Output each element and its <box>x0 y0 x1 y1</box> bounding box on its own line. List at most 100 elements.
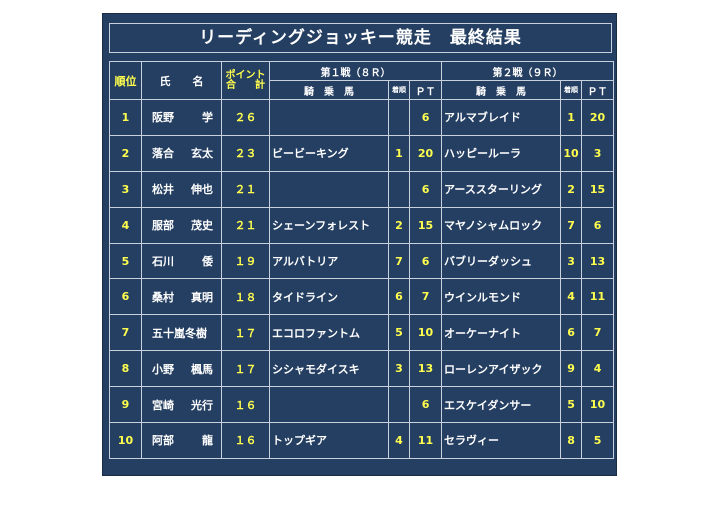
rank-cell: 3 <box>109 170 142 208</box>
race1-pt-cell: 6 <box>408 170 443 208</box>
header-name-a: 氏 <box>159 74 171 88</box>
jockey-name-cell: 阿部 龍 <box>141 422 222 459</box>
race2-finish-cell: 4 <box>560 278 583 316</box>
jockey-name-cell: 阪野 学 <box>141 99 222 136</box>
jockey-first-name: 茂史 <box>191 219 213 233</box>
jockey-first-name: 真明 <box>191 290 213 304</box>
rank-cell: 2 <box>109 134 142 172</box>
jockey-last-name: 石川 <box>152 255 174 268</box>
jockey-name-cell: 桑村 真明 <box>141 278 222 316</box>
race2-pt-cell: 13 <box>581 242 615 280</box>
race2-pt-cell: 20 <box>581 99 615 136</box>
rank-cell: 1 <box>109 99 142 136</box>
total-points-cell: １６ <box>221 422 270 459</box>
table-row: 7 五十嵐冬樹 １７ エコロファントム 5 10 オーケーナイト 6 7 <box>109 314 615 352</box>
race1-finish-cell: 6 <box>388 278 410 316</box>
total-points-cell: ２６ <box>221 99 270 136</box>
race2-pt-cell: 15 <box>581 170 615 208</box>
jockey-last-name: 松井 <box>152 183 174 197</box>
race1-horse-cell: エコロファントム <box>269 314 389 352</box>
race1-horse-cell: シシャモダイスキ <box>269 350 389 388</box>
race1-finish-cell: 5 <box>388 314 410 352</box>
race1-pt-cell: 15 <box>408 206 443 244</box>
total-points-cell: １７ <box>221 350 270 388</box>
race2-pt-cell: 5 <box>581 422 615 459</box>
race1-pt-cell: 11 <box>408 422 443 459</box>
race1-horse-cell: シェーンフォレスト <box>269 206 389 244</box>
table-row: 2 落合 玄太 ２３ ビービーキング 1 20 ハッピールーラ 10 3 <box>109 134 615 172</box>
jockey-last-name: 小野 <box>152 362 174 376</box>
rank-cell: 6 <box>109 278 142 316</box>
race2-horse-cell: マヤノシャムロック <box>441 206 562 244</box>
header-name: 氏 名 <box>141 61 222 100</box>
race2-pt-cell: 3 <box>581 134 615 172</box>
table-row: 3 松井 伸也 ２１ 6 アーススターリング 2 15 <box>109 170 615 208</box>
jockey-name-cell: 小野 楓馬 <box>141 350 222 388</box>
race2-pt-cell: 4 <box>581 350 615 388</box>
jockey-last-name: 落合 <box>152 147 174 161</box>
table-row: 1 阪野学 ２６ 6 アルマブレイド 1 20 <box>109 99 615 136</box>
rank-cell: 7 <box>109 314 142 352</box>
race1-pt-cell: 6 <box>408 386 443 424</box>
jockey-first-name: 楓馬 <box>191 362 213 376</box>
total-points-cell: ２１ <box>221 206 270 244</box>
race1-horse-cell: タイドライン <box>269 278 389 316</box>
race2-finish-cell: 3 <box>560 242 583 280</box>
jockey-last-name: 阿部 <box>152 434 174 448</box>
race1-finish-cell <box>388 99 410 136</box>
header-points-b1: 合 <box>226 79 236 91</box>
race2-pt-cell: 6 <box>581 206 615 244</box>
jockey-first-name: 光行 <box>191 398 213 412</box>
race1-pt-cell: 13 <box>408 350 443 388</box>
race2-finish-cell: 8 <box>560 422 583 459</box>
total-points-cell: ２３ <box>221 134 270 172</box>
header-points: ポイント 合 計 <box>221 61 270 100</box>
race1-finish-cell: 7 <box>388 242 410 280</box>
header-race2-pt: ＰＴ <box>581 80 615 100</box>
race2-horse-cell: エスケイダンサー <box>441 386 562 424</box>
jockey-name-cell: 服部 茂史 <box>141 206 222 244</box>
race2-horse-cell: ハッピールーラ <box>441 134 562 172</box>
jockey-name-cell: 落合 玄太 <box>141 134 222 172</box>
jockey-first-name: 倭 <box>202 255 213 268</box>
header-race2-horse: 騎 乗 馬 <box>441 80 562 100</box>
total-points-cell: １９ <box>221 242 270 280</box>
jockey-name-cell: 宮崎 光行 <box>141 386 222 424</box>
board-title: リーディングジョッキー競走 最終結果 <box>109 23 612 53</box>
header-points-b2: 計 <box>255 79 265 91</box>
header-name-b: 名 <box>192 74 204 88</box>
race2-horse-cell: ローレンアイザック <box>441 350 562 388</box>
race1-pt-cell: 10 <box>408 314 443 352</box>
header-race2: 第２戦（９Ｒ） <box>441 61 615 81</box>
header-points-a: ポイント <box>225 69 266 81</box>
race2-horse-cell: オーケーナイト <box>441 314 562 352</box>
race1-finish-cell <box>388 170 410 208</box>
race2-horse-cell: バブリーダッシュ <box>441 242 562 280</box>
total-points-cell: １６ <box>221 386 270 424</box>
race2-finish-cell: 6 <box>560 314 583 352</box>
race2-horse-cell: ウインルモンド <box>441 278 562 316</box>
race2-finish-cell: 7 <box>560 206 583 244</box>
jockey-last-name: 桑村 <box>152 290 174 304</box>
jockey-last-name: 阪野 <box>152 111 174 125</box>
table-row: 5 石川 倭 １９ アルバトリア 7 6 バブリーダッシュ 3 13 <box>109 242 615 280</box>
race1-pt-cell: 6 <box>408 99 443 136</box>
jockey-first-name: 伸也 <box>191 183 213 197</box>
table-row: 6 桑村 真明 １８ タイドライン 6 7 ウインルモンド 4 11 <box>109 278 615 316</box>
race2-finish-cell: 2 <box>560 170 583 208</box>
header-race1-horse: 騎 乗 馬 <box>269 80 389 100</box>
table-row: 10 阿部 龍 １６ トップギア 4 11 セラヴィー 8 5 <box>109 422 615 459</box>
jockey-last-name: 五十嵐冬樹 <box>152 326 207 340</box>
race1-finish-cell <box>388 386 410 424</box>
race1-horse-cell: ビービーキング <box>269 134 389 172</box>
race1-horse-cell: トップギア <box>269 422 389 459</box>
header-race1-pt: ＰＴ <box>408 80 443 100</box>
jockey-first-name: 龍 <box>202 434 213 448</box>
race1-pt-cell: 20 <box>408 134 443 172</box>
race2-pt-cell: 10 <box>581 386 615 424</box>
table-row: 9 宮崎 光行 １６ 6 エスケイダンサー 5 10 <box>109 386 615 424</box>
jockey-last-name: 服部 <box>152 219 174 233</box>
jockey-last-name: 宮崎 <box>152 398 174 412</box>
race1-finish-cell: 3 <box>388 350 410 388</box>
race1-horse-cell <box>269 386 389 424</box>
